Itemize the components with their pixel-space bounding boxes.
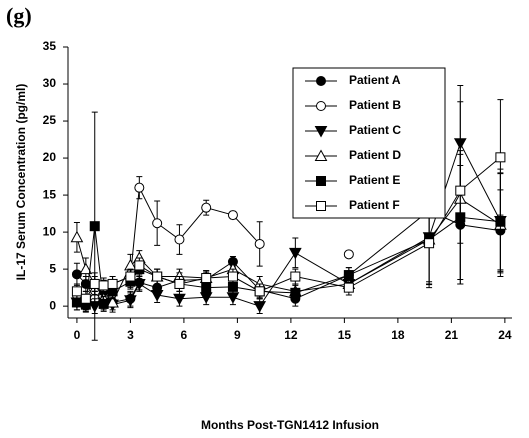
data-point xyxy=(106,295,119,308)
data-point xyxy=(132,278,146,291)
data-point xyxy=(254,238,265,249)
legend-box xyxy=(292,67,446,219)
data-point xyxy=(495,216,506,227)
legend-label: Patient A xyxy=(349,73,401,87)
data-point xyxy=(343,282,354,293)
data-point xyxy=(455,185,466,196)
y-tick-label: 35 xyxy=(43,39,57,53)
x-tick-label: 24 xyxy=(498,328,512,342)
legend-label: Patient E xyxy=(349,173,400,187)
data-point xyxy=(125,271,136,282)
data-point xyxy=(495,152,506,163)
legend-label: Patient B xyxy=(349,98,401,112)
data-point xyxy=(289,247,302,260)
data-point xyxy=(98,298,109,309)
y-tick-label: 0 xyxy=(49,298,56,312)
data-point xyxy=(134,260,145,271)
data-point xyxy=(254,286,265,297)
x-tick-label: 15 xyxy=(338,328,352,342)
data-point xyxy=(343,249,354,260)
y-tick-label: 5 xyxy=(49,261,56,275)
legend-marker xyxy=(314,126,328,138)
data-point xyxy=(70,230,84,243)
data-point xyxy=(150,290,164,302)
data-point xyxy=(174,234,185,245)
x-tick-label: 21 xyxy=(445,328,459,342)
data-point xyxy=(134,182,145,193)
x-tick-label: 9 xyxy=(234,328,241,342)
data-point xyxy=(173,293,186,306)
legend-marker xyxy=(316,176,326,186)
data-point xyxy=(71,297,82,308)
data-point xyxy=(152,271,163,282)
x-tick-label: 18 xyxy=(391,328,405,342)
data-point xyxy=(174,278,185,289)
x-tick-label: 3 xyxy=(127,328,134,342)
x-tick-label: 0 xyxy=(74,328,81,342)
legend-marker xyxy=(316,101,326,111)
data-point xyxy=(98,280,109,291)
x-tick-label: 6 xyxy=(181,328,188,342)
data-point xyxy=(71,286,82,297)
data-point xyxy=(201,273,212,284)
legend-label: Patient D xyxy=(349,148,401,162)
data-point xyxy=(124,295,137,307)
data-point xyxy=(107,278,118,289)
data-point xyxy=(89,278,100,289)
data-point xyxy=(290,271,301,282)
data-point xyxy=(201,202,212,213)
legend-label: Patient F xyxy=(349,198,400,212)
legend-marker xyxy=(316,201,326,211)
legend-label: Patient C xyxy=(349,123,401,137)
y-tick-label: 25 xyxy=(43,113,57,127)
y-tick-label: 10 xyxy=(43,224,57,238)
legend-marker xyxy=(316,76,326,86)
panel-label: (g) xyxy=(6,3,32,28)
data-point xyxy=(343,270,354,281)
x-tick-label: 12 xyxy=(284,328,298,342)
data-point xyxy=(79,262,93,275)
data-point xyxy=(424,238,435,249)
y-tick-label: 30 xyxy=(43,76,57,90)
y-tick-label: 15 xyxy=(43,187,57,201)
data-point xyxy=(227,271,238,282)
data-point xyxy=(152,218,163,229)
legend-marker xyxy=(314,149,328,161)
data-point xyxy=(290,287,301,298)
data-point xyxy=(253,301,267,313)
data-point xyxy=(89,221,100,232)
data-point xyxy=(227,210,238,221)
y-axis-label: IL-17 Serum Concentration (pg/ml) xyxy=(14,84,28,281)
data-point xyxy=(71,269,82,280)
y-tick-label: 20 xyxy=(43,150,57,164)
x-axis-label: Months Post-TGN1412 Infusion xyxy=(201,418,379,432)
data-point xyxy=(80,293,91,304)
